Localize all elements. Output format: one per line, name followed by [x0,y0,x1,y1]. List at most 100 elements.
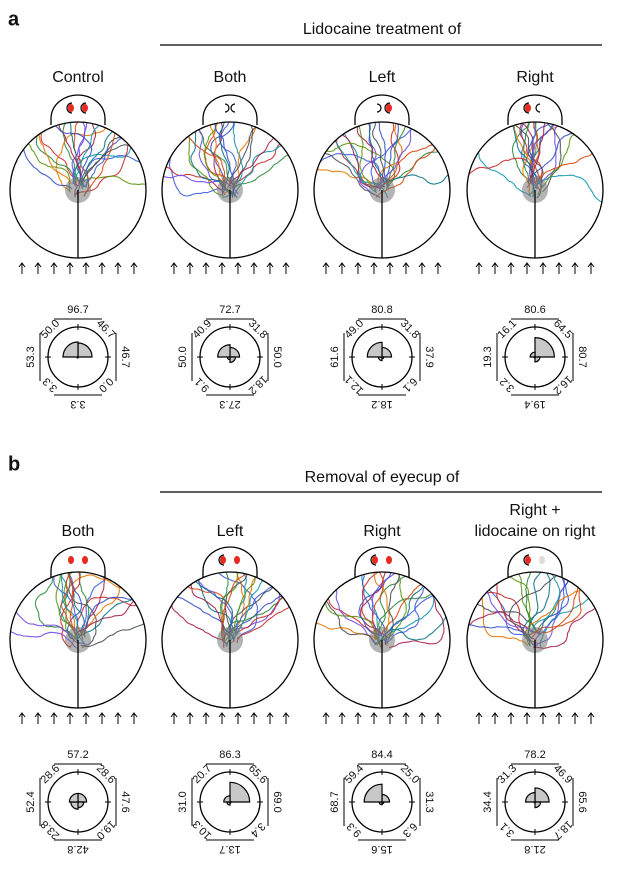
eye [372,556,378,564]
rose-half-label: 19.4 [524,398,545,410]
rose-wedge [530,352,535,357]
rose-half-label: 57.2 [67,749,88,761]
eye [82,556,88,564]
rose-quadrant-label: 65.6 [246,763,270,787]
rose-quadrant-label: 18.2 [246,373,270,397]
head-outline [51,95,105,125]
rose-half-label: 69.0 [271,791,283,812]
stimulus-arrow [35,713,41,724]
rose-half-label: 84.4 [371,749,392,761]
stimulus-arrow [403,713,409,724]
eye [525,104,531,112]
rose-wedge [71,802,78,809]
rose-half-label: 47.6 [119,791,131,812]
rose-wedge [78,343,92,357]
rose-wedge [230,782,250,802]
column-title: lidocaine on right [475,523,597,540]
rose-wedge [535,802,541,808]
stimulus-arrow [403,263,409,274]
stimulus-arrow [588,263,594,274]
rose-quadrant-label: 50.0 [39,318,63,342]
panel-label: b [8,453,20,475]
rose-quadrant-label: 20.7 [191,763,215,787]
eye [220,556,226,564]
rose-quadrant-label: 18.7 [551,818,575,842]
stimulus-arrow [99,713,105,724]
rose-quadrant-label: 59.4 [343,763,367,787]
head-outline [203,95,257,125]
rose-quadrant-label: 16.2 [551,373,575,397]
rose-half-label: 27.3 [219,398,240,410]
rose-wedge [526,793,535,802]
column-title: Control [52,69,104,86]
rose-wedge [535,338,554,357]
rose-half-label: 52.4 [25,791,37,812]
stimulus-arrow [524,713,530,724]
stimulus-arrow [115,263,121,274]
rose-half-label: 42.8 [67,843,88,855]
stimulus-arrow [283,713,289,724]
stimulus-arrow [387,713,393,724]
rose-quadrant-label: 31.8 [246,318,270,342]
rose-half-label: 80.6 [524,304,545,316]
stimulus-arrow [171,263,177,274]
stimulus-arrow [508,713,514,724]
rose-wedge [63,342,78,357]
rose-quadrant-label: 12.1 [343,373,367,397]
rose-half-label: 15.6 [371,843,392,855]
column-title: Left [369,69,396,86]
rose-half-label: 65.6 [576,791,588,812]
eye [68,556,74,564]
rose-wedge [230,357,235,362]
trajectory [161,175,225,183]
panel-label: a [8,8,20,30]
column-title: Both [214,69,247,86]
rose-half-label: 80.8 [371,304,392,316]
rose-half-label: 72.7 [219,304,240,316]
stimulus-arrow [435,713,441,724]
eye-cup [231,104,235,112]
rose-quadrant-label: 31.8 [398,318,422,342]
rose-wedge [78,793,87,802]
stimulus-arrow [203,713,209,724]
trajectory [543,121,561,191]
rose-wedge [382,347,392,357]
stimulus-arrow [235,263,241,274]
rose-half-label: 68.7 [329,791,341,812]
column-title: Right + [509,502,560,519]
stimulus-arrow [267,713,273,724]
column-title: Both [62,523,95,540]
stimulus-arrow [339,713,345,724]
stimulus-arrow [203,263,209,274]
rose-wedge [218,345,230,357]
rose-half-label: 19.3 [482,346,494,367]
stimulus-arrow [83,263,89,274]
stimulus-arrow [524,263,530,274]
rose-wedge [224,796,230,802]
rose-quadrant-label: 23.8 [39,818,63,842]
rose-wedge [230,347,240,357]
rose-quadrant-label: 46.7 [94,318,118,342]
rose-wedge [364,784,382,802]
rose-quadrant-label: 49.0 [343,318,367,342]
rose-quadrant-label: 40.9 [191,318,215,342]
stimulus-arrow [339,263,345,274]
trajectory [237,606,290,643]
rose-half-label: 21.8 [524,843,545,855]
rose-half-label: 18.2 [371,398,392,410]
rose-wedge [535,357,540,362]
stimulus-arrow [572,263,578,274]
stimulus-arrow [283,263,289,274]
eye [386,556,392,564]
stimulus-arrow [267,263,273,274]
rose-half-label: 78.2 [524,749,545,761]
trajectory [199,578,238,634]
rose-quadrant-label: 19.0 [94,818,118,842]
head-icon [203,95,257,125]
stimulus-arrow [492,713,498,724]
rose-wedge [367,342,382,357]
rose-quadrant-label: 46.9 [551,763,575,787]
rose-half-label: 31.0 [177,791,189,812]
stimulus-arrow [387,263,393,274]
stimulus-arrow [251,263,257,274]
